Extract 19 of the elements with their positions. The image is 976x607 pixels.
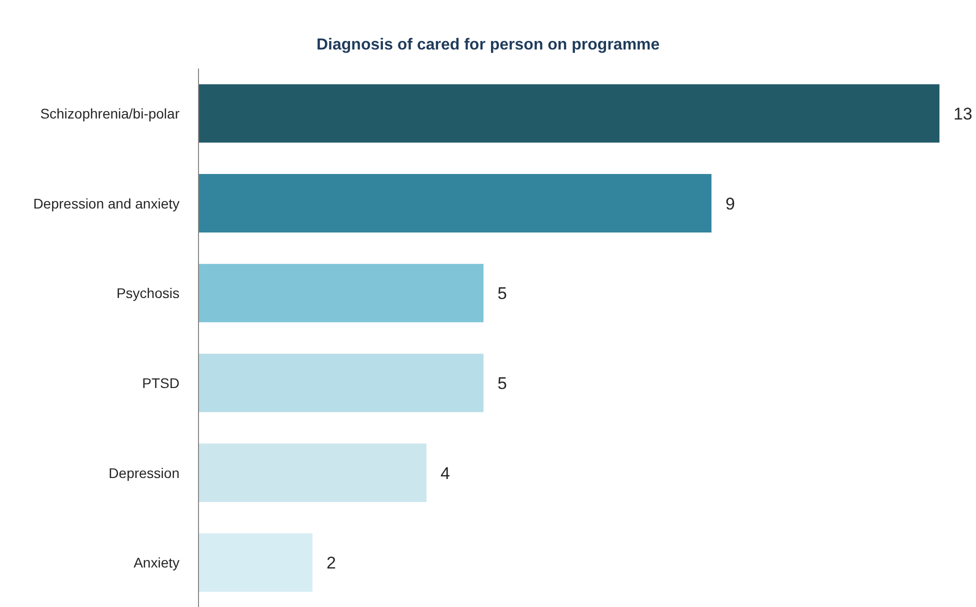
data-label: 9: [725, 194, 735, 214]
bar: [198, 533, 312, 592]
bar: [198, 174, 712, 232]
data-label: 2: [326, 554, 336, 573]
data-label: 13: [953, 104, 972, 124]
bar: [198, 84, 940, 143]
y-tick-label: Anxiety: [134, 554, 180, 571]
y-tick-label: Depression: [108, 464, 180, 481]
data-label: 4: [440, 464, 450, 483]
bar: [198, 354, 484, 412]
y-tick-label: Schizophrenia/bi-polar: [40, 105, 180, 122]
bar: [198, 444, 426, 502]
bar: [198, 264, 484, 322]
chart-title: Diagnosis of cared for person on programme: [316, 36, 660, 54]
data-label: 5: [497, 374, 507, 393]
y-tick-label: Psychosis: [116, 285, 180, 302]
y-tick-label: Depression and anxiety: [33, 195, 180, 212]
y-tick-label: PTSD: [142, 374, 180, 391]
data-label: 5: [497, 284, 507, 304]
